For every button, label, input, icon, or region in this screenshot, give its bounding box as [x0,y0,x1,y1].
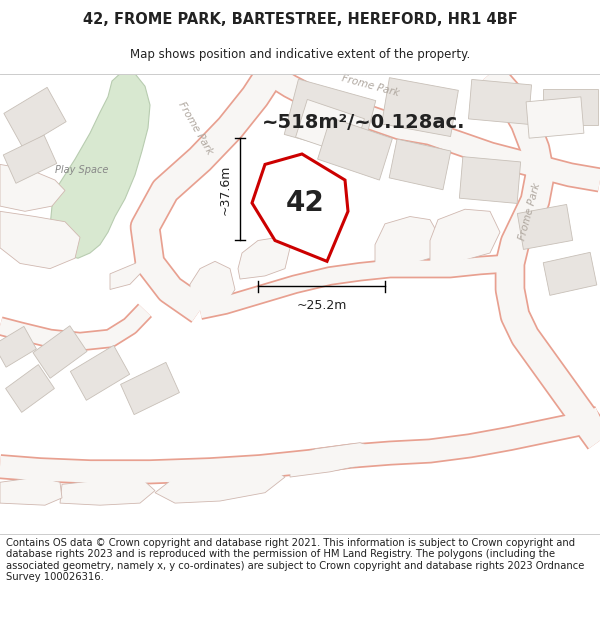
Text: Frome Park: Frome Park [340,74,400,99]
Polygon shape [60,477,155,505]
Text: 42, FROME PARK, BARTESTREE, HEREFORD, HR1 4BF: 42, FROME PARK, BARTESTREE, HEREFORD, HR… [83,12,517,27]
Text: Frome Park: Frome Park [518,181,542,241]
Polygon shape [517,204,572,249]
Polygon shape [0,326,37,367]
Polygon shape [3,135,57,183]
Polygon shape [50,74,150,258]
Polygon shape [0,211,80,269]
Polygon shape [284,79,376,156]
Polygon shape [460,157,521,204]
Polygon shape [155,467,285,503]
Polygon shape [190,261,235,311]
Polygon shape [430,209,500,266]
Text: ~37.6m: ~37.6m [219,164,232,214]
Polygon shape [526,97,584,138]
Polygon shape [33,326,87,378]
Polygon shape [0,164,65,211]
Polygon shape [543,253,597,296]
Text: Frome Park: Frome Park [176,100,214,156]
Text: ~25.2m: ~25.2m [296,299,347,312]
Polygon shape [382,78,458,136]
Polygon shape [110,253,150,289]
Text: ~518m²/~0.128ac.: ~518m²/~0.128ac. [262,113,466,132]
Polygon shape [252,154,348,261]
Polygon shape [296,99,364,156]
Text: Map shows position and indicative extent of the property.: Map shows position and indicative extent… [130,48,470,61]
Text: 42: 42 [286,189,325,217]
Polygon shape [542,89,598,126]
Polygon shape [469,79,532,124]
Polygon shape [375,216,440,269]
Polygon shape [4,88,66,148]
Polygon shape [70,346,130,400]
Polygon shape [238,238,290,279]
Polygon shape [290,442,385,477]
Polygon shape [121,362,179,414]
Polygon shape [389,139,451,190]
Polygon shape [317,118,392,180]
Text: Play Space: Play Space [55,164,109,174]
Text: Contains OS data © Crown copyright and database right 2021. This information is : Contains OS data © Crown copyright and d… [6,538,584,582]
Polygon shape [5,364,55,413]
Polygon shape [0,477,62,505]
